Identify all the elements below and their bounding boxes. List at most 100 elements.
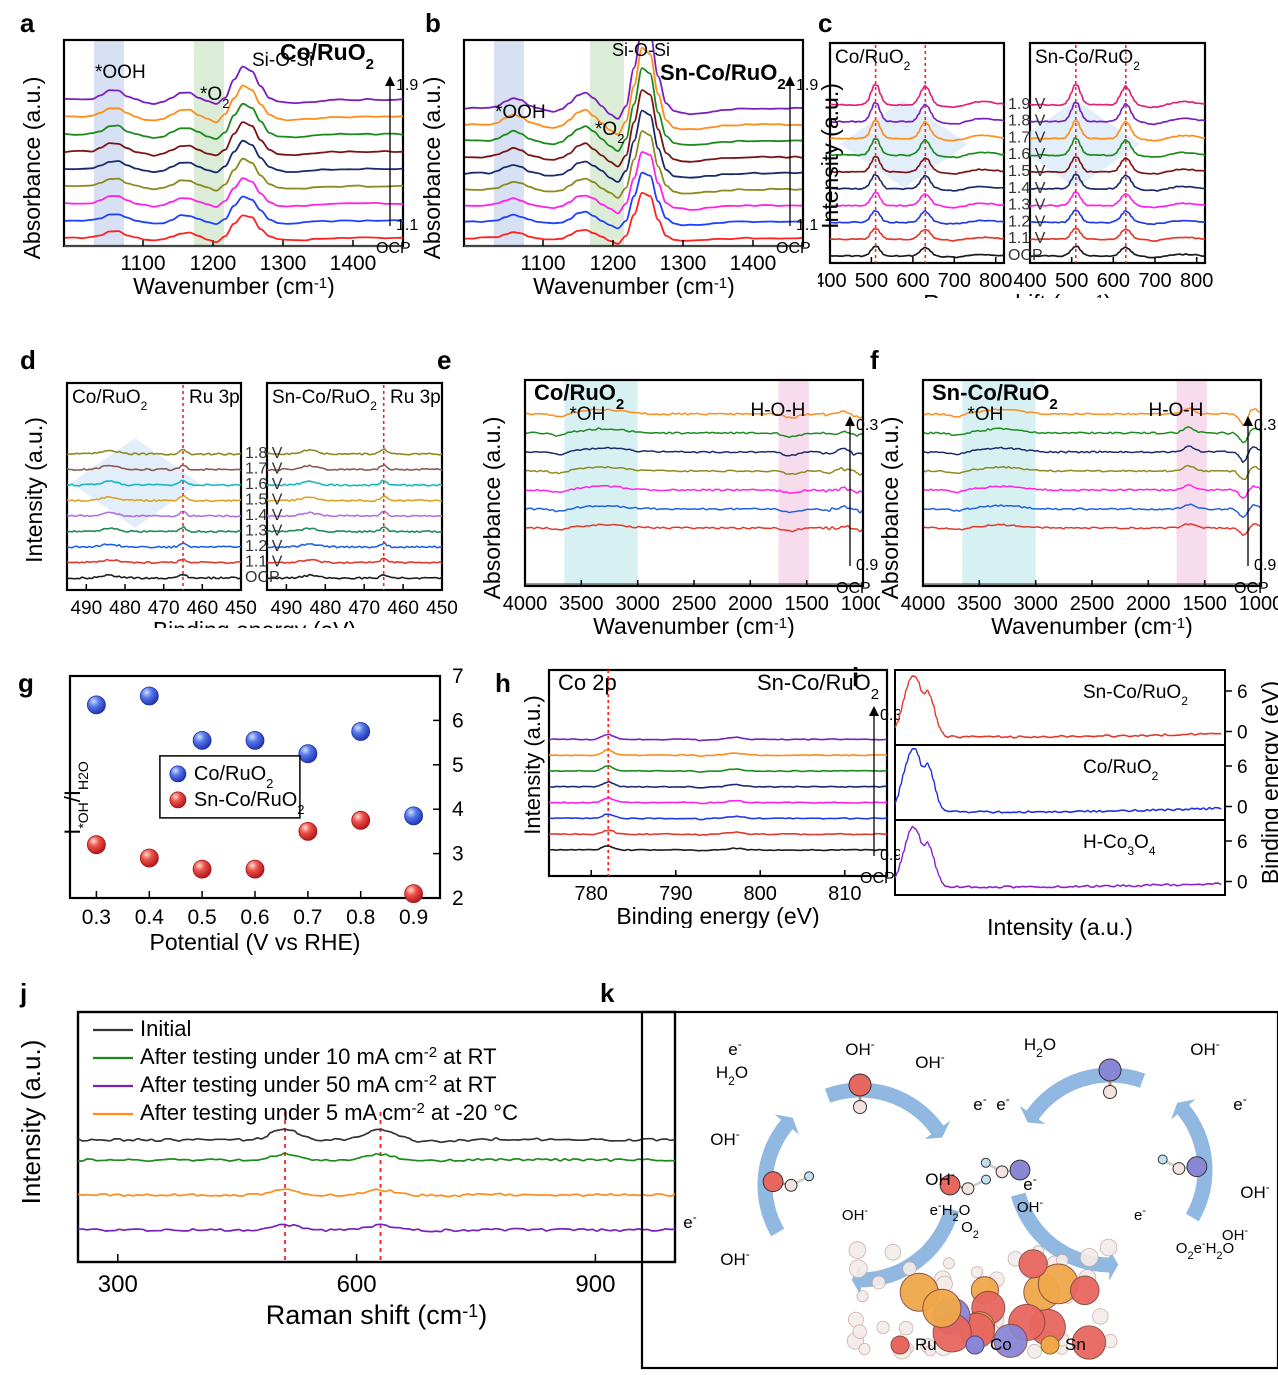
svg-text:450: 450 <box>225 598 257 619</box>
svg-text:Co/RuO2: Co/RuO2 <box>1083 757 1159 783</box>
svg-text:*OOH: *OOH <box>495 102 546 123</box>
svg-text:After testing under 10 mA cm-2: After testing under 10 mA cm-2 at RT <box>140 1044 497 1069</box>
svg-text:Sn-Co/RuO2: Sn-Co/RuO2 <box>757 670 879 703</box>
svg-text:1.1 V: 1.1 V <box>245 554 283 571</box>
svg-text:OH-: OH- <box>925 1167 955 1189</box>
svg-text:OH-: OH- <box>1017 1197 1044 1216</box>
svg-text:1400: 1400 <box>730 252 777 275</box>
svg-text:Intensity (a.u.): Intensity (a.u.) <box>20 1040 46 1205</box>
svg-text:0.8: 0.8 <box>346 906 375 929</box>
svg-text:600: 600 <box>896 270 929 292</box>
svg-text:0.9 V: 0.9 V <box>1254 557 1278 574</box>
svg-text:H2O: H2O <box>1024 1035 1056 1060</box>
svg-text:Sn-Co/RuO2: Sn-Co/RuO2 <box>1035 47 1140 73</box>
svg-text:After testing under 5 mA cm-2: After testing under 5 mA cm-2 at -20 °C <box>140 1100 518 1125</box>
svg-text:Sn-Co/RuO2: Sn-Co/RuO2 <box>272 387 377 413</box>
svg-text:Intensity (a.u.): Intensity (a.u.) <box>21 417 47 563</box>
svg-text:1100: 1100 <box>520 252 565 275</box>
svg-text:780: 780 <box>575 883 608 905</box>
svg-text:Si-O-Si: Si-O-Si <box>612 40 670 60</box>
svg-text:1300: 1300 <box>660 252 707 275</box>
svg-text:OCP: OCP <box>245 569 280 586</box>
svg-text:OH-: OH- <box>710 1127 740 1149</box>
svg-text:500: 500 <box>1055 270 1088 292</box>
svg-text:6: 6 <box>1237 832 1248 853</box>
svg-text:1.7 V: 1.7 V <box>1008 129 1046 146</box>
svg-text:Wavenumber (cm-1): Wavenumber (cm-1) <box>593 613 795 638</box>
svg-text:*OH: *OH <box>967 404 1003 425</box>
svg-text:e-: e- <box>1023 1172 1036 1194</box>
svg-text:900: 900 <box>575 1271 615 1298</box>
svg-text:H-O-H: H-O-H <box>1149 400 1204 421</box>
svg-text:0.4: 0.4 <box>135 906 165 929</box>
svg-text:1.8 V: 1.8 V <box>245 445 283 462</box>
svg-text:1.1 V: 1.1 V <box>796 217 820 234</box>
svg-text:Raman shift (cm-1): Raman shift (cm-1) <box>923 290 1111 298</box>
svg-text:Wavenumber (cm-1): Wavenumber (cm-1) <box>133 273 335 298</box>
svg-text:1.2 V: 1.2 V <box>245 538 283 555</box>
svg-text:480: 480 <box>109 598 141 619</box>
svg-text:0: 0 <box>1237 798 1248 819</box>
svg-text:1.9 V: 1.9 V <box>796 77 820 94</box>
svg-text:e-: e- <box>973 1092 986 1114</box>
svg-text:OH-: OH- <box>1240 1180 1270 1202</box>
svg-text:470: 470 <box>348 598 380 619</box>
svg-text:Sn: Sn <box>1065 1335 1086 1354</box>
svg-text:e-: e- <box>996 1092 1009 1114</box>
svg-text:OCP: OCP <box>1234 580 1269 597</box>
svg-text:Intensity (a.u.): Intensity (a.u.) <box>818 83 843 229</box>
svg-text:Potential (V vs RHE): Potential (V vs RHE) <box>150 929 361 955</box>
svg-text:0.5: 0.5 <box>187 906 216 929</box>
svg-text:700: 700 <box>938 270 971 292</box>
svg-text:4: 4 <box>452 798 464 821</box>
svg-text:Absorbance (a.u.): Absorbance (a.u.) <box>420 77 445 260</box>
svg-text:1.5 V: 1.5 V <box>245 492 283 509</box>
svg-text:700: 700 <box>1138 270 1171 292</box>
svg-text:800: 800 <box>1180 270 1213 292</box>
svg-text:1.6 V: 1.6 V <box>1008 146 1046 163</box>
svg-text:450: 450 <box>426 598 458 619</box>
svg-text:790: 790 <box>659 883 692 905</box>
svg-text:After testing under 50 mA cm-2: After testing under 50 mA cm-2 at RT <box>140 1072 497 1097</box>
svg-text:1.7 V: 1.7 V <box>245 461 283 478</box>
svg-text:4000: 4000 <box>901 593 946 615</box>
svg-text:1400: 1400 <box>330 252 377 275</box>
svg-text:3500: 3500 <box>957 593 1002 615</box>
svg-text:OCP: OCP <box>860 870 895 887</box>
svg-text:470: 470 <box>148 598 180 619</box>
svg-text:Co: Co <box>990 1335 1012 1354</box>
svg-text:1200: 1200 <box>190 252 237 275</box>
svg-text:Binding energy (eV): Binding energy (eV) <box>1257 681 1278 884</box>
svg-text:Wavenumber (cm-1): Wavenumber (cm-1) <box>533 273 735 298</box>
svg-text:1.1 V: 1.1 V <box>1008 230 1046 247</box>
svg-text:3: 3 <box>452 843 464 866</box>
svg-text:0: 0 <box>1237 873 1248 894</box>
svg-text:OH-: OH- <box>720 1247 750 1269</box>
svg-text:6: 6 <box>1237 757 1248 778</box>
svg-text:1.3 V: 1.3 V <box>1008 197 1046 214</box>
svg-text:OH-: OH- <box>845 1037 875 1059</box>
svg-text:OH-: OH- <box>1190 1037 1220 1059</box>
svg-text:Raman shift (cm-1): Raman shift (cm-1) <box>266 1300 488 1330</box>
svg-text:2500: 2500 <box>1070 593 1115 615</box>
svg-text:1.1 V: 1.1 V <box>396 217 420 234</box>
svg-text:1.3 V: 1.3 V <box>245 523 283 540</box>
svg-text:4000: 4000 <box>503 593 548 615</box>
svg-text:810: 810 <box>828 883 861 905</box>
svg-text:2500: 2500 <box>672 593 717 615</box>
svg-text:Co 2p: Co 2p <box>558 670 617 695</box>
svg-text:1.9 V: 1.9 V <box>396 77 420 94</box>
svg-text:1100: 1100 <box>120 252 165 275</box>
svg-text:Ru 3p: Ru 3p <box>189 387 240 408</box>
svg-text:2: 2 <box>452 887 464 910</box>
svg-text:Absorbance (a.u.): Absorbance (a.u.) <box>878 417 903 600</box>
svg-text:480: 480 <box>309 598 341 619</box>
svg-text:3000: 3000 <box>1013 593 1057 615</box>
svg-text:Co/RuO2: Co/RuO2 <box>835 47 911 73</box>
svg-text:0.6: 0.6 <box>240 906 269 929</box>
svg-text:490: 490 <box>271 598 303 619</box>
svg-text:e-: e- <box>683 1210 696 1232</box>
svg-text:H2O: H2O <box>716 1063 748 1088</box>
svg-text:0.9 V: 0.9 V <box>856 557 880 574</box>
svg-text:e-: e- <box>1134 1205 1146 1224</box>
